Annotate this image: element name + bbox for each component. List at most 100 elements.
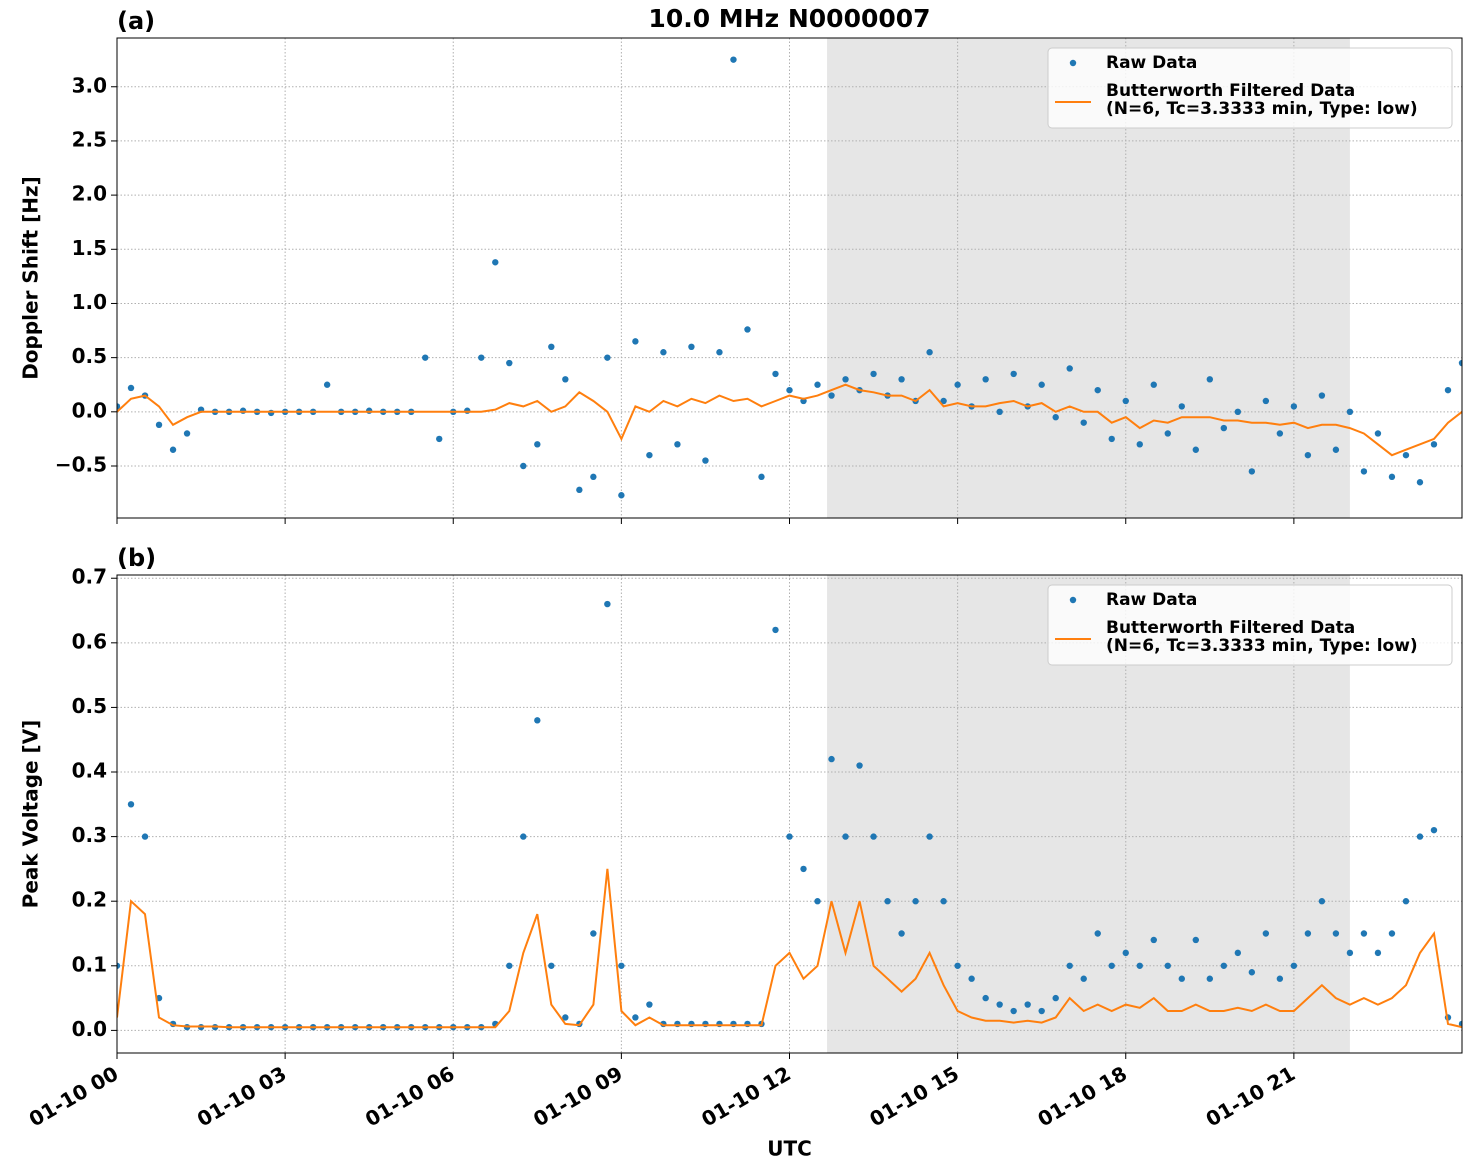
y-tick-label: −0.5 [55, 452, 107, 476]
raw-point [1192, 446, 1200, 453]
raw-point [870, 833, 877, 840]
raw-point [1402, 898, 1410, 905]
raw-point [660, 349, 667, 356]
raw-point [590, 930, 597, 937]
raw-point [576, 486, 583, 494]
x-tick-label: 01-10 18 [1033, 1061, 1131, 1131]
raw-point [898, 376, 905, 383]
raw-point [618, 962, 625, 969]
raw-point [772, 626, 779, 634]
raw-point [506, 359, 513, 367]
raw-point [1038, 381, 1045, 388]
raw-point [183, 430, 191, 437]
raw-point [1108, 962, 1115, 969]
raw-point [800, 865, 807, 873]
raw-point [1220, 424, 1228, 432]
legend-marker [1069, 596, 1077, 604]
axes-frame [116, 37, 1463, 519]
raw-point [1248, 468, 1256, 475]
y-tick-label: 0.1 [72, 952, 107, 976]
raw-point [1010, 1007, 1017, 1015]
raw-point [618, 492, 625, 499]
raw-point [1290, 962, 1298, 969]
raw-point [562, 376, 569, 383]
raw-point [982, 994, 989, 1002]
raw-point [1178, 975, 1185, 982]
raw-point [926, 833, 933, 840]
raw-point [856, 762, 863, 769]
raw-point [267, 409, 275, 417]
raw-point [365, 407, 373, 414]
raw-point [954, 962, 961, 969]
raw-point [141, 833, 149, 840]
x-axis-label: UTC [767, 1137, 812, 1161]
raw-point [1206, 975, 1214, 982]
raw-point [1458, 1020, 1462, 1028]
raw-point [1374, 430, 1382, 437]
raw-point [828, 755, 835, 763]
raw-point [1220, 962, 1228, 969]
raw-point [632, 338, 639, 345]
x-tick-label: 01-10 21 [1202, 1061, 1300, 1131]
raw-point [604, 600, 611, 608]
raw-point [954, 381, 961, 388]
raw-point [520, 833, 527, 840]
raw-point [646, 451, 653, 459]
raw-point [1150, 381, 1157, 388]
raw-point [842, 376, 849, 383]
raw-point [898, 930, 905, 937]
y-tick-label: 1.5 [72, 236, 107, 260]
raw-point [127, 384, 135, 392]
raw-point [117, 403, 121, 410]
raw-point [1178, 403, 1185, 410]
y-tick-label: 0.3 [72, 823, 107, 847]
raw-point [1374, 949, 1382, 957]
raw-point [239, 407, 247, 414]
y-tick-label: 0.2 [72, 888, 107, 912]
legend-label: Butterworth Filtered Data (N=6, Tc=3.3333… [1106, 81, 1418, 119]
raw-point [169, 446, 177, 453]
y-axis-label: Doppler Shift [Hz] [19, 176, 43, 380]
legend-label: Raw Data [1106, 590, 1197, 610]
y-tick-label: 2.0 [72, 182, 107, 206]
raw-point [1276, 430, 1284, 437]
x-tick-label: 01-10 15 [865, 1061, 963, 1131]
raw-point [1234, 949, 1242, 957]
raw-point [716, 349, 723, 356]
panel-label: (b) [117, 544, 156, 572]
raw-point [1150, 936, 1157, 944]
raw-point [1430, 826, 1438, 834]
raw-point [1136, 441, 1143, 448]
raw-point [436, 435, 443, 443]
filtered-line [117, 383, 1462, 457]
legend-box [1047, 47, 1453, 129]
raw-point [828, 392, 835, 399]
y-tick-label: 0.5 [72, 694, 107, 718]
raw-point [1318, 898, 1326, 905]
raw-point [940, 898, 947, 905]
raw-point [1262, 397, 1270, 405]
raw-point [155, 421, 163, 429]
raw-point [786, 833, 793, 840]
raw-point [492, 259, 499, 266]
raw-point [772, 370, 779, 378]
raw-point [926, 349, 933, 356]
raw-point [940, 397, 947, 405]
chart-title: 10.0 MHz N0000007 [648, 4, 930, 33]
raw-point [604, 354, 611, 361]
raw-point [1234, 408, 1242, 416]
raw-point [1248, 969, 1256, 976]
raw-point [674, 441, 681, 448]
raw-point [1360, 468, 1368, 475]
raw-point [1080, 975, 1087, 982]
y-tick-label: 1.0 [72, 290, 107, 314]
raw-point [1066, 365, 1073, 372]
raw-point [1332, 930, 1340, 937]
x-tick-label: 01-10 03 [193, 1061, 291, 1131]
y-tick-label: 0.6 [72, 629, 107, 653]
raw-point [1290, 403, 1298, 410]
x-tick-label: 01-10 00 [25, 1061, 123, 1131]
raw-point [478, 354, 485, 361]
raw-point [1458, 359, 1462, 367]
raw-point [744, 326, 751, 333]
